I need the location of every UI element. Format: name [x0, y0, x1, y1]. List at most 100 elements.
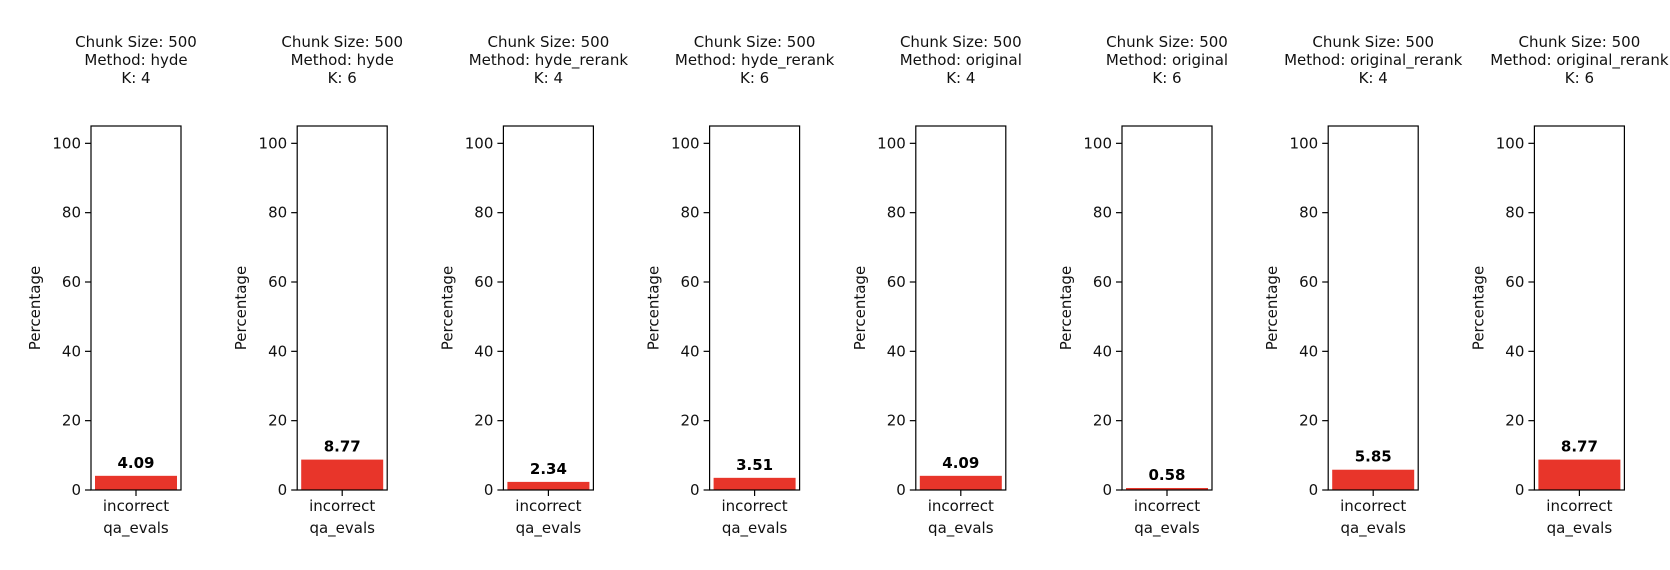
y-tick-label: 100: [877, 134, 906, 152]
y-tick-label: 60: [681, 273, 700, 291]
axes-frame: [1533, 125, 1626, 491]
bar-value-label: 4.09: [942, 454, 979, 472]
subplot-title-line-2: Method: hyde_rerank: [675, 51, 835, 70]
bar-incorrect: [713, 477, 796, 490]
bar-incorrect: [95, 475, 177, 490]
subplot-title-line-3: K: 6: [1152, 69, 1181, 87]
y-tick-label: 100: [465, 134, 494, 152]
y-axis-label: Percentage: [26, 266, 44, 350]
x-axis-label: qa_evals: [1134, 519, 1200, 538]
axes-frame: [296, 125, 388, 491]
y-tick-label: 0: [484, 481, 494, 499]
y-tick-label: 20: [1093, 412, 1112, 430]
x-tick-label: incorrect: [721, 497, 787, 515]
axes-frame: [708, 125, 801, 491]
y-tick-label: 100: [259, 134, 288, 152]
subplot-title-line-1: Chunk Size: 500: [488, 33, 610, 51]
y-tick-label: 0: [896, 481, 906, 499]
subplot-title-line-3: K: 4: [1359, 69, 1388, 87]
y-axis-label: Percentage: [438, 266, 456, 350]
y-tick-label: 20: [1505, 412, 1524, 430]
y-tick-label: 0: [1309, 481, 1319, 499]
subplot-title-line-2: Method: original: [1106, 51, 1228, 69]
x-axis-label: qa_evals: [309, 519, 375, 538]
x-tick-label: incorrect: [103, 497, 169, 515]
x-axis-label: qa_evals: [1340, 519, 1406, 538]
y-axis-label: Percentage: [1263, 266, 1281, 350]
subplot-title-line-1: Chunk Size: 500: [75, 33, 197, 51]
y-axis-label: Percentage: [851, 266, 869, 350]
y-tick-label: 60: [62, 273, 81, 291]
y-tick-label: 100: [1083, 134, 1112, 152]
x-tick-label: incorrect: [1546, 497, 1612, 515]
y-tick-label: 80: [1093, 204, 1112, 222]
subplot-title-line-1: Chunk Size: 500: [1106, 33, 1228, 51]
subplot-title-line-1: Chunk Size: 500: [694, 33, 816, 51]
y-tick-label: 40: [1093, 342, 1112, 360]
y-tick-label: 20: [268, 412, 287, 430]
bar-value-label: 4.09: [117, 454, 154, 472]
y-tick-label: 40: [887, 342, 906, 360]
y-tick-label: 40: [268, 342, 287, 360]
x-axis-label: qa_evals: [103, 519, 169, 538]
y-tick-label: 80: [1505, 204, 1524, 222]
y-axis-label: Percentage: [645, 266, 663, 350]
y-tick-label: 40: [474, 342, 493, 360]
y-tick-label: 100: [1496, 134, 1525, 152]
y-tick-label: 60: [474, 273, 493, 291]
x-tick-label: incorrect: [515, 497, 581, 515]
bar-incorrect: [301, 459, 384, 490]
x-tick-label: incorrect: [309, 497, 375, 515]
y-tick-label: 60: [268, 273, 287, 291]
bar-incorrect: [1538, 459, 1621, 490]
y-tick-label: 80: [887, 204, 906, 222]
y-tick-label: 0: [690, 481, 700, 499]
bar-incorrect: [919, 475, 1002, 490]
subplot-title-line-3: K: 6: [1565, 69, 1594, 87]
bar-value-label: 5.85: [1355, 448, 1392, 466]
y-axis-label: Percentage: [1057, 266, 1075, 350]
y-tick-label: 40: [681, 342, 700, 360]
y-tick-label: 20: [62, 412, 81, 430]
y-tick-label: 40: [62, 342, 81, 360]
subplot-title-line-1: Chunk Size: 500: [281, 33, 403, 51]
subplot-title-line-1: Chunk Size: 500: [900, 33, 1022, 51]
y-tick-label: 20: [681, 412, 700, 430]
y-tick-label: 100: [1290, 134, 1319, 152]
y-tick-label: 60: [1093, 273, 1112, 291]
y-tick-label: 100: [671, 134, 700, 152]
subplot-title-line-2: Method: original_rerank: [1490, 51, 1669, 70]
x-tick-label: incorrect: [928, 497, 994, 515]
x-tick-label: incorrect: [1134, 497, 1200, 515]
bar-value-label: 2.34: [530, 460, 567, 478]
y-tick-label: 0: [278, 481, 288, 499]
axes-frame: [1121, 125, 1213, 491]
y-axis-label: Percentage: [232, 266, 250, 350]
subplot-title-line-3: K: 6: [328, 69, 357, 87]
axes-frame: [502, 125, 594, 491]
axes-frame: [1327, 125, 1419, 491]
x-tick-label: incorrect: [1340, 497, 1406, 515]
subplot-title-line-2: Method: original: [900, 51, 1022, 69]
y-tick-label: 80: [62, 204, 81, 222]
y-tick-label: 20: [474, 412, 493, 430]
subplot-title-line-2: Method: hyde: [291, 51, 394, 69]
subplot-title-line-2: Method: hyde: [84, 51, 187, 69]
x-axis-label: qa_evals: [516, 519, 582, 538]
y-tick-label: 80: [681, 204, 700, 222]
subplot-title-line-1: Chunk Size: 500: [1519, 33, 1641, 51]
y-tick-label: 40: [1299, 342, 1318, 360]
bar-value-label: 8.77: [324, 438, 361, 456]
y-axis-label: Percentage: [1469, 266, 1487, 350]
x-axis-label: qa_evals: [1547, 519, 1613, 538]
subplot-title-line-3: K: 4: [946, 69, 975, 87]
bar-incorrect: [1332, 469, 1415, 490]
y-tick-label: 0: [1515, 481, 1525, 499]
subplot-title-line-3: K: 4: [534, 69, 563, 87]
